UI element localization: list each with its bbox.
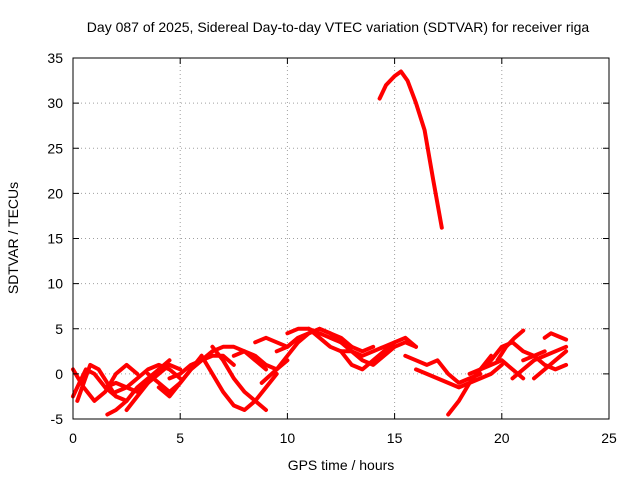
y-axis-label: SDTVAR / TECUs xyxy=(5,182,21,294)
x-tick-label: 5 xyxy=(176,430,184,446)
x-tick-label: 0 xyxy=(69,430,77,446)
x-axis-label: GPS time / hours xyxy=(288,457,395,473)
data-series xyxy=(71,69,569,417)
series-arc-13 xyxy=(210,344,268,412)
x-tick-label: 25 xyxy=(601,430,617,446)
series-arc-22 xyxy=(377,69,444,230)
y-tick-label: 25 xyxy=(47,140,63,156)
x-tick-label: 20 xyxy=(494,430,510,446)
series-arc-32 xyxy=(542,331,569,342)
series-arc-12 xyxy=(199,353,279,412)
x-tick-label: 15 xyxy=(387,430,403,446)
ticks: 0 5 10 15 20 25 -5 0 5 10 15 20 25 30 35 xyxy=(47,50,617,446)
y-tick-label: 30 xyxy=(47,95,63,111)
series-arc-24 xyxy=(414,362,504,390)
series-arc-23 xyxy=(403,353,483,385)
series-arc-21 xyxy=(339,335,418,372)
x-tick-label: 10 xyxy=(280,430,296,446)
y-tick-label: 5 xyxy=(55,321,63,337)
series-arc-6 xyxy=(113,362,183,394)
y-tick-label: 35 xyxy=(47,50,63,66)
y-tick-label: 0 xyxy=(55,366,63,382)
y-tick-label: 10 xyxy=(47,276,63,292)
series-arc-7 xyxy=(124,358,172,412)
series-arc-28 xyxy=(495,328,526,363)
chart-title: Day 087 of 2025, Sidereal Day-to-day VTE… xyxy=(87,19,590,35)
series-arc-20 xyxy=(328,335,418,367)
grid xyxy=(73,58,609,419)
y-tick-label: -5 xyxy=(51,411,64,427)
y-tick-label: 15 xyxy=(47,231,63,247)
y-tick-label: 20 xyxy=(47,185,63,201)
series-arc-30 xyxy=(521,353,569,372)
series-arc-31 xyxy=(532,349,569,381)
